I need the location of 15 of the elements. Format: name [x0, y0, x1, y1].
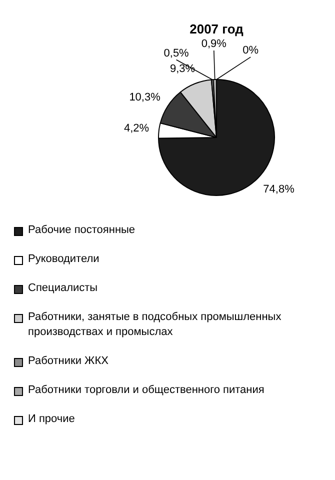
data-label: 4,2%	[124, 122, 150, 135]
legend-label: Работники, занятые в подсобных промышленных производствах и промыслах	[28, 310, 282, 340]
data-label: 10,3%	[129, 91, 161, 104]
legend-label: Работники ЖКХ	[28, 354, 108, 369]
legend-label: Рабочие постоянные	[28, 223, 136, 238]
data-label: 74,8%	[263, 184, 295, 196]
data-label: 0,9%	[201, 38, 227, 50]
text: 0%	[242, 44, 259, 57]
legend-label: Работники торговли и общественного питания	[28, 383, 264, 398]
legend-label: И прочие	[28, 412, 75, 427]
chart-title: 2007 год	[190, 22, 244, 37]
data-label: 9,3%	[170, 62, 196, 75]
legend-label: Специалисты	[28, 281, 98, 296]
legend-label: Руководители	[28, 252, 100, 267]
data-label: 0,5%	[164, 47, 190, 60]
